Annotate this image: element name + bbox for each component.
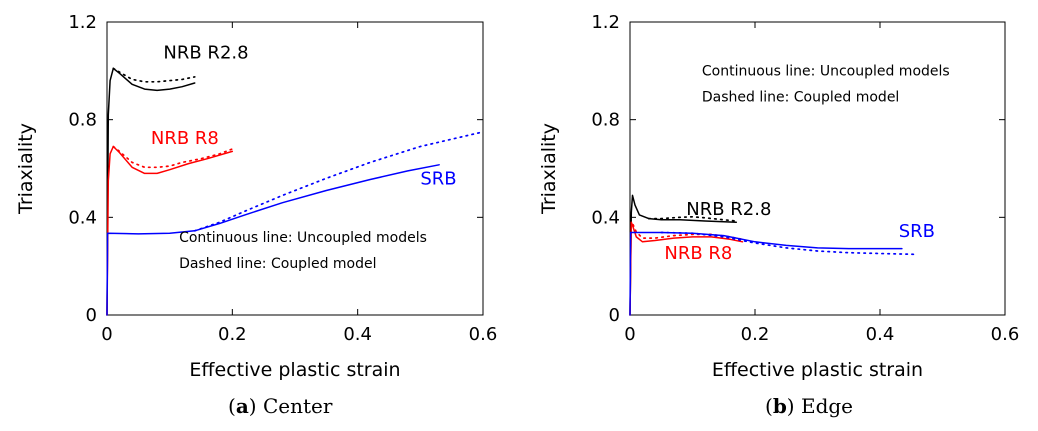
annotation-note-line: Dashed line: Coupled model — [179, 256, 376, 272]
series-label: NRB R8 — [151, 128, 219, 149]
x-tick-label: 0 — [101, 324, 112, 345]
series-line-uncoupled — [629, 194, 738, 316]
series-line-coupled — [112, 67, 196, 83]
y-tick-label: 0 — [609, 305, 620, 326]
series-line-uncoupled — [629, 221, 744, 316]
x-tick-label: 0 — [624, 324, 635, 345]
series-line-uncoupled — [106, 67, 196, 316]
annotation-note-line: Dashed line: Coupled model — [702, 90, 899, 106]
caption-b-label: b — [772, 394, 787, 418]
series-label: SRB — [899, 221, 935, 242]
series-line-coupled — [647, 215, 738, 222]
series-label: NRB R2.8 — [163, 43, 248, 64]
x-axis-label: Effective plastic strain — [189, 359, 400, 381]
x-tick-label: 0.2 — [741, 324, 770, 345]
caption-b: (b) Edge — [765, 394, 854, 418]
chart-2: 0 0.2 0.4 0.6 0 0.4 0.8 1.2 Effective plastic st… — [538, 12, 1019, 381]
y-tick-label: 0 — [86, 305, 97, 326]
y-tick-label: 0.8 — [68, 110, 97, 131]
series-label: NRB R8 — [664, 243, 732, 264]
x-tick-label: 0.6 — [469, 324, 498, 345]
y-tick-label: 1.2 — [68, 12, 97, 33]
series-label: SRB — [420, 168, 456, 189]
annotation-note-line: Continuous line: Uncoupled models — [179, 230, 427, 246]
caption-a-label: a — [235, 394, 249, 418]
series-line-uncoupled — [106, 164, 440, 316]
y-axis-label: Triaxiality — [538, 123, 560, 215]
annotation-note-line: Continuous line: Uncoupled models — [702, 64, 950, 80]
series-line-uncoupled — [106, 145, 234, 316]
series-line-uncoupled — [629, 231, 903, 316]
x-tick-label: 0.4 — [343, 324, 372, 345]
caption-b-text: Edge — [800, 394, 854, 418]
chart-1: 0 0.2 0.4 0.6 0 0.4 0.8 1.2 Effective plastic st… — [15, 12, 497, 381]
x-tick-label: 0.6 — [991, 324, 1020, 345]
y-tick-label: 1.2 — [591, 12, 620, 33]
series-line-coupled — [193, 131, 484, 232]
y-axis-label: Triaxiality — [15, 123, 37, 215]
caption-a: (a) Center — [228, 394, 333, 418]
x-tick-label: 0.4 — [866, 324, 895, 345]
x-axis-label: Effective plastic strain — [712, 359, 923, 381]
y-tick-label: 0.4 — [68, 207, 97, 228]
y-tick-label: 0.8 — [591, 110, 620, 131]
series-line-coupled — [660, 231, 919, 256]
plot-frame — [629, 21, 1006, 316]
caption-a-text: Center — [262, 394, 333, 418]
y-tick-label: 0.4 — [591, 207, 620, 228]
x-tick-label: 0.2 — [218, 324, 247, 345]
plot-frame — [106, 21, 484, 316]
series-label: NRB R2.8 — [686, 199, 771, 220]
